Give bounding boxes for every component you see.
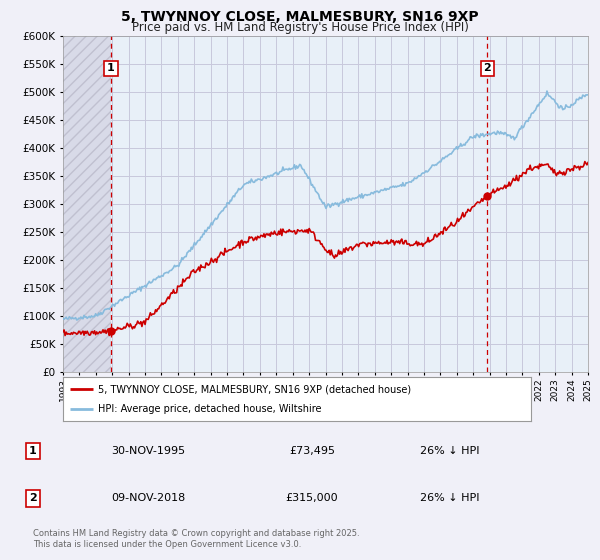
Text: £73,495: £73,495	[289, 446, 335, 456]
Text: 5, TWYNNOY CLOSE, MALMESBURY, SN16 9XP (detached house): 5, TWYNNOY CLOSE, MALMESBURY, SN16 9XP (…	[98, 384, 411, 394]
Text: 2: 2	[484, 63, 491, 73]
Text: 2: 2	[29, 493, 37, 503]
Text: 26% ↓ HPI: 26% ↓ HPI	[420, 493, 479, 503]
Text: 5, TWYNNOY CLOSE, MALMESBURY, SN16 9XP: 5, TWYNNOY CLOSE, MALMESBURY, SN16 9XP	[121, 10, 479, 24]
Text: 26% ↓ HPI: 26% ↓ HPI	[420, 446, 479, 456]
Text: 30-NOV-1995: 30-NOV-1995	[111, 446, 185, 456]
Text: 09-NOV-2018: 09-NOV-2018	[111, 493, 185, 503]
Text: HPI: Average price, detached house, Wiltshire: HPI: Average price, detached house, Wilt…	[98, 404, 322, 414]
Text: Price paid vs. HM Land Registry's House Price Index (HPI): Price paid vs. HM Land Registry's House …	[131, 21, 469, 34]
Text: £315,000: £315,000	[286, 493, 338, 503]
Text: Contains HM Land Registry data © Crown copyright and database right 2025.
This d: Contains HM Land Registry data © Crown c…	[33, 529, 359, 549]
Text: 1: 1	[107, 63, 115, 73]
Bar	[63, 36, 111, 372]
Text: 1: 1	[29, 446, 37, 456]
